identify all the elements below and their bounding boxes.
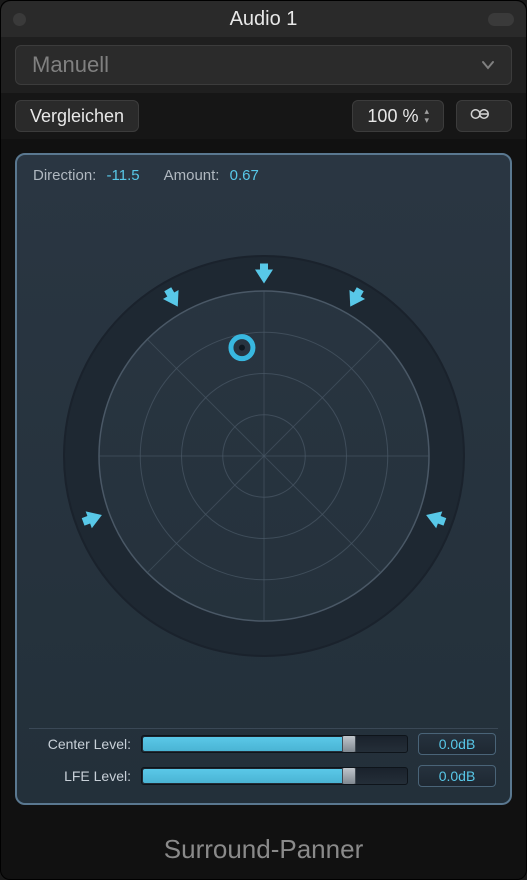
preset-row: Manuell	[1, 37, 526, 93]
link-button[interactable]	[456, 100, 512, 132]
direction-readout[interactable]: Direction: -11.5	[33, 167, 140, 184]
surround-field[interactable]	[44, 236, 484, 676]
lfe-level-slider[interactable]	[141, 767, 408, 785]
amount-readout[interactable]: Amount: 0.67	[164, 167, 259, 184]
chevron-down-icon	[481, 57, 495, 73]
center-level-thumb[interactable]	[342, 735, 356, 753]
lfe-level-label: LFE Level:	[31, 768, 131, 784]
plugin-footer: Surround-Panner	[1, 819, 526, 879]
compare-label: Vergleichen	[30, 106, 124, 127]
plugin-window: Audio 1 Manuell Vergleichen 100 % ▴▾	[0, 0, 527, 880]
amount-value: 0.67	[230, 167, 259, 184]
lfe-level-fill	[143, 769, 350, 783]
center-level-label: Center Level:	[31, 736, 131, 752]
preset-select[interactable]: Manuell	[15, 45, 512, 85]
direction-value: -11.5	[107, 167, 140, 184]
window-title: Audio 1	[1, 8, 526, 31]
surround-panner-panel: Direction: -11.5 Amount: 0.67	[15, 153, 512, 805]
direction-label: Direction:	[33, 167, 96, 184]
preset-selected-label: Manuell	[32, 52, 109, 78]
mix-percent-value: 100 %	[367, 106, 418, 127]
amount-label: Amount:	[164, 167, 220, 184]
bypass-toggle[interactable]	[488, 13, 514, 26]
lfe-level-value[interactable]: 0.0dB	[418, 765, 496, 787]
compare-button[interactable]: Vergleichen	[15, 100, 139, 132]
title-bar: Audio 1	[1, 1, 526, 37]
center-level-slider[interactable]	[141, 735, 408, 753]
lfe-level-thumb[interactable]	[342, 767, 356, 785]
center-level-row: Center Level: 0.0dB	[31, 733, 496, 755]
panel-wrap: Direction: -11.5 Amount: 0.67	[1, 139, 526, 819]
stepper-arrows-icon: ▴▾	[424, 107, 429, 125]
readout-row: Direction: -11.5 Amount: 0.67	[29, 165, 498, 192]
mix-percent-stepper[interactable]: 100 % ▴▾	[352, 100, 444, 132]
plugin-name-label: Surround-Panner	[164, 834, 363, 865]
center-level-fill	[143, 737, 350, 751]
slider-section: Center Level: 0.0dB LFE Level: 0.0dB	[29, 728, 498, 791]
link-icon	[470, 106, 498, 127]
lfe-level-row: LFE Level: 0.0dB	[31, 765, 496, 787]
center-level-value[interactable]: 0.0dB	[418, 733, 496, 755]
radar-container	[29, 192, 498, 720]
plugin-toolbar: Vergleichen 100 % ▴▾	[1, 93, 526, 139]
